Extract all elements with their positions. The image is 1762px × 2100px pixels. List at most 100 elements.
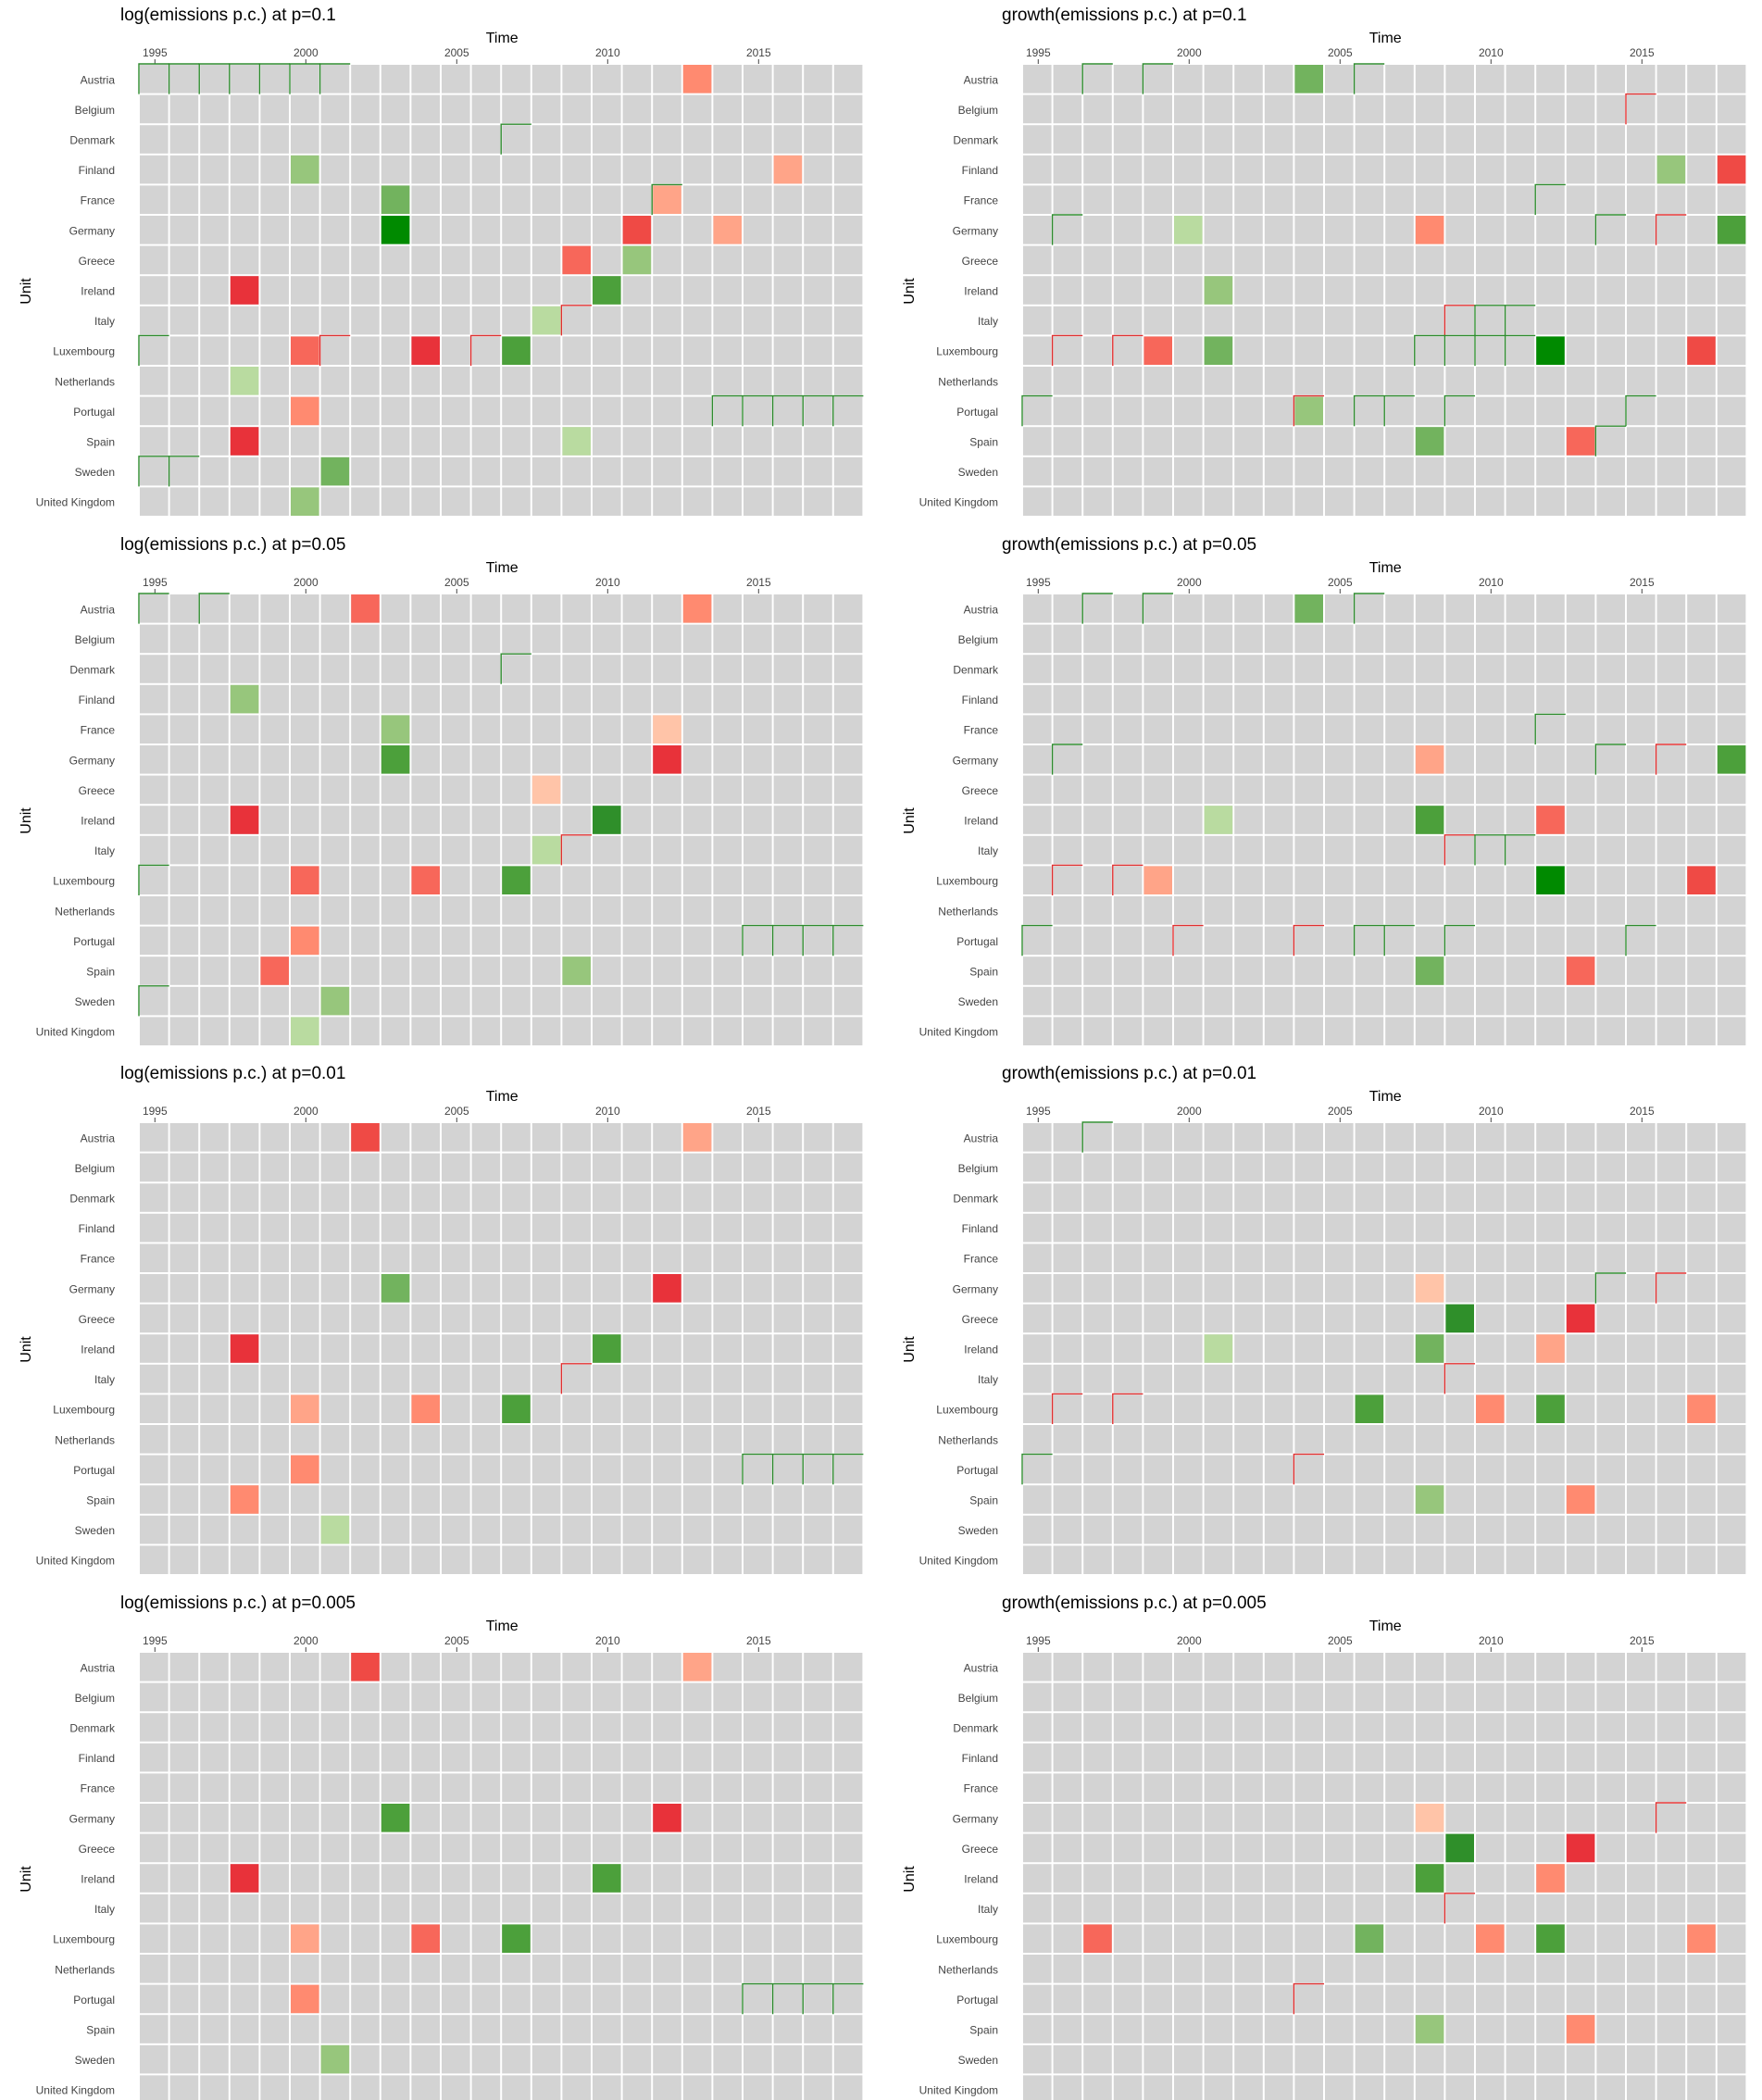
- tile: [1325, 1984, 1354, 2014]
- tile: [682, 1364, 712, 1394]
- tile: [230, 306, 259, 335]
- tile: [1656, 367, 1686, 395]
- step-line-france-2012: [1534, 183, 1566, 215]
- tile: [1325, 487, 1354, 516]
- tile: [502, 1304, 531, 1333]
- tile: [1445, 1924, 1474, 1953]
- tile: [1566, 745, 1595, 774]
- tile: [744, 427, 772, 456]
- step-line-italy-2011: [1504, 305, 1536, 336]
- tile: [1536, 1123, 1565, 1152]
- tile: [1143, 276, 1172, 305]
- tile: [1325, 245, 1354, 275]
- tile: [833, 456, 863, 486]
- tile: [713, 896, 742, 925]
- tile: [1204, 1123, 1233, 1152]
- tile: [1053, 1334, 1082, 1363]
- tile: [502, 1864, 531, 1893]
- tile: [1566, 775, 1595, 805]
- tile: [169, 1545, 199, 1574]
- tile: [230, 1924, 259, 1953]
- cell-germany-2012: [653, 745, 681, 774]
- tile: [833, 1213, 863, 1243]
- tile: [531, 926, 561, 956]
- tile: [1264, 2015, 1293, 2044]
- tile: [653, 1425, 681, 1454]
- tile: [1083, 1485, 1112, 1514]
- unit-label: Netherlands: [938, 1963, 998, 1976]
- tile: [531, 1984, 561, 2014]
- tile: [1174, 65, 1203, 94]
- tile: [1445, 1213, 1474, 1243]
- tile: [1355, 1364, 1384, 1394]
- tile: [593, 1924, 621, 1953]
- tile: [1536, 216, 1565, 244]
- tile: [1506, 1955, 1535, 1983]
- tile: [562, 1545, 591, 1574]
- tile: [653, 65, 681, 94]
- tile: [230, 125, 259, 154]
- unit-label: United Kingdom: [36, 1555, 115, 1568]
- cell-luxembourg-2004: [411, 866, 440, 894]
- tile: [1445, 1804, 1474, 1832]
- tile: [200, 986, 229, 1016]
- panel-title: growth(emissions p.c.) at p=0.005: [1002, 1594, 1267, 1613]
- tile: [1204, 1743, 1233, 1772]
- tile: [562, 896, 591, 925]
- tile: [1174, 1213, 1203, 1243]
- tile: [1083, 655, 1112, 683]
- tile: [1023, 155, 1052, 184]
- tile: [140, 125, 169, 154]
- step-line-austria-2006: [1353, 63, 1385, 94]
- tile: [804, 306, 832, 335]
- tile: [1566, 216, 1595, 244]
- tile: [1234, 1894, 1263, 1923]
- tile: [502, 1334, 531, 1363]
- tile: [1355, 2044, 1384, 2074]
- tile: [1445, 866, 1474, 894]
- tile: [1687, 956, 1716, 985]
- tile: [1143, 456, 1172, 486]
- tile: [442, 1244, 470, 1272]
- tile: [291, 1213, 319, 1243]
- tile: [1174, 806, 1203, 834]
- tile: [1294, 1545, 1323, 1574]
- tile: [140, 336, 169, 365]
- tile-grid: [1023, 65, 1746, 516]
- tile: [471, 1773, 501, 1802]
- tile: [1596, 1515, 1625, 1544]
- x-tick-label: 2005: [1328, 46, 1353, 59]
- tile: [1627, 775, 1656, 805]
- tile: [1506, 1653, 1535, 1681]
- tile: [1325, 65, 1354, 94]
- cell-spain-2008: [1415, 2015, 1444, 2044]
- tile: [713, 866, 742, 894]
- tile: [260, 1653, 289, 1681]
- tile: [230, 715, 259, 744]
- tile: [1445, 2075, 1474, 2100]
- tile: [1385, 1515, 1414, 1544]
- tile: [713, 276, 742, 305]
- tile: [230, 1653, 259, 1681]
- tile: [1294, 684, 1323, 714]
- cell-germany-2014: [713, 216, 742, 244]
- tile: [622, 956, 652, 985]
- tile: [1385, 487, 1414, 516]
- tile: [291, 986, 319, 1016]
- tile: [502, 715, 531, 744]
- tile: [1445, 94, 1474, 124]
- tile: [471, 276, 501, 305]
- tile: [1476, 2044, 1505, 2074]
- tile: [200, 1485, 229, 1514]
- tile: [1627, 125, 1656, 154]
- unit-label: Finland: [79, 1222, 115, 1235]
- tile: [804, 1713, 832, 1742]
- tile: [381, 396, 410, 426]
- tile: [1355, 1864, 1384, 1893]
- unit-label: Portugal: [956, 406, 998, 419]
- tile: [744, 956, 772, 985]
- tile: [1717, 1485, 1746, 1514]
- tile: [744, 926, 772, 956]
- tile: [1174, 594, 1203, 623]
- tile: [1083, 65, 1112, 94]
